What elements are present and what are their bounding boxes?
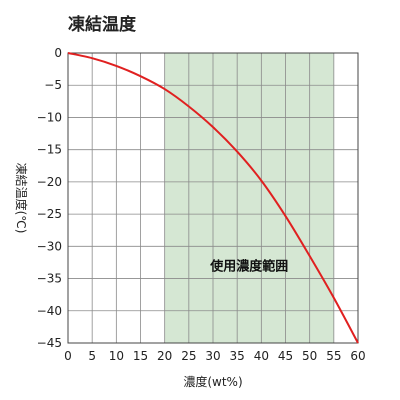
x-tick-label: 55 xyxy=(326,349,341,363)
chart-title: 凍結温度 xyxy=(68,15,136,35)
x-tick-label: 40 xyxy=(254,349,269,363)
x-tick-label: 35 xyxy=(230,349,245,363)
y-tick-label: −15 xyxy=(37,143,62,157)
y-tick-label: −40 xyxy=(37,304,62,318)
freezing-curve-line xyxy=(67,52,359,344)
x-tick-label: 25 xyxy=(181,349,196,363)
y-tick-label: −35 xyxy=(37,272,62,286)
y-tick-label: −45 xyxy=(37,336,62,350)
y-tick-label: −25 xyxy=(37,207,62,221)
y-axis-title: 凍結温度(℃) xyxy=(14,163,29,234)
x-tick-label: 5 xyxy=(88,349,96,363)
x-tick-label: 15 xyxy=(133,349,148,363)
y-tick-label: 0 xyxy=(54,46,62,60)
plot-frame xyxy=(67,52,359,344)
x-tick-label: 20 xyxy=(157,349,172,363)
y-tick-label: −20 xyxy=(37,175,62,189)
y-tick-label: −30 xyxy=(37,239,62,253)
usage-range-band xyxy=(164,53,334,343)
x-tick-label: 45 xyxy=(278,349,293,363)
x-tick-label: 0 xyxy=(64,349,72,363)
x-tick-labels: 0 5 10 15 20 25 30 35 40 45 50 55 60 xyxy=(64,349,365,363)
y-tick-labels: 0 −5 −10 −15 −20 −25 −30 −35 −40 −45 xyxy=(37,46,62,350)
y-tick-label: −5 xyxy=(44,78,62,92)
x-tick-label: 30 xyxy=(205,349,220,363)
usage-range-label: 使用濃度範囲 xyxy=(209,259,288,275)
y-tick-label: −10 xyxy=(37,110,62,124)
x-tick-label: 50 xyxy=(302,349,317,363)
x-tick-label: 60 xyxy=(350,349,365,363)
x-axis-title: 濃度(wt%) xyxy=(183,374,242,389)
x-tick-label: 10 xyxy=(109,349,124,363)
